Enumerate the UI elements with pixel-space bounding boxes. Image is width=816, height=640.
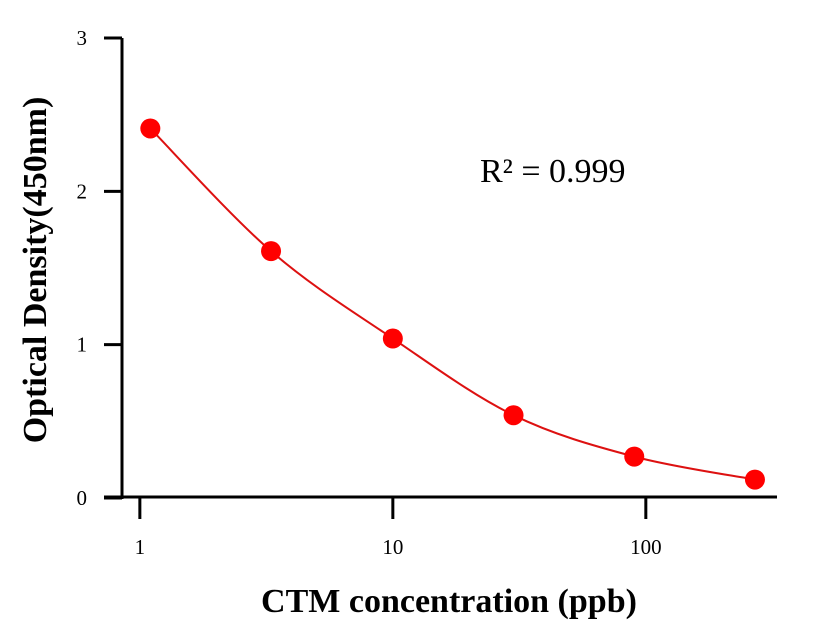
x-tick-label: 10 [382, 535, 403, 559]
y-tick-label: 2 [77, 179, 88, 203]
y-tick-label: 0 [77, 486, 88, 510]
fit-curve [149, 127, 756, 481]
data-point [382, 328, 403, 349]
data-point [624, 446, 645, 467]
y-axis-title: Optical Density(450nm) [17, 97, 54, 444]
r-squared-annotation: R² = 0.999 [480, 153, 626, 190]
data-point [744, 469, 765, 490]
data-points [140, 118, 765, 490]
x-ticks: 1 10 100 [135, 497, 662, 559]
data-point [140, 118, 161, 139]
axes [104, 38, 777, 499]
data-point [261, 241, 282, 262]
x-tick-label: 1 [135, 535, 146, 559]
y-tick-label: 1 [77, 333, 88, 357]
y-ticks: 0 1 2 3 [77, 26, 122, 510]
data-point [503, 405, 524, 426]
y-tick-label: 3 [77, 26, 88, 50]
x-tick-label: 100 [630, 535, 662, 559]
x-axis-title: CTM concentration (ppb) [261, 583, 637, 620]
